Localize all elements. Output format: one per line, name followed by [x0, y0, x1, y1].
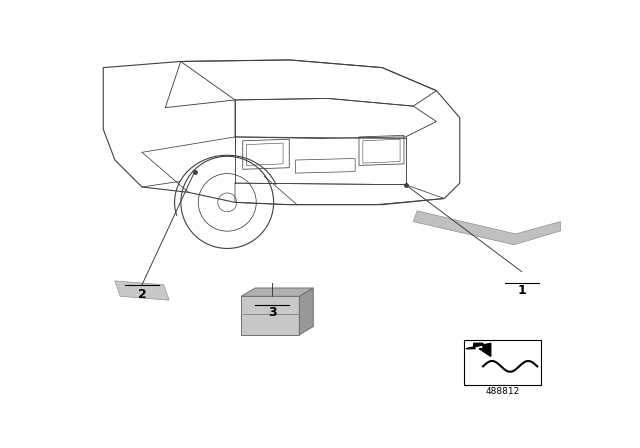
Bar — [463, 340, 541, 385]
Polygon shape — [241, 288, 313, 296]
Polygon shape — [466, 343, 491, 356]
Polygon shape — [115, 281, 169, 300]
Polygon shape — [300, 288, 313, 335]
Text: 488812: 488812 — [485, 387, 520, 396]
Polygon shape — [413, 211, 561, 245]
Text: 2: 2 — [138, 288, 147, 301]
Text: 3: 3 — [268, 306, 276, 319]
Polygon shape — [241, 296, 300, 335]
Text: 1: 1 — [517, 284, 526, 297]
